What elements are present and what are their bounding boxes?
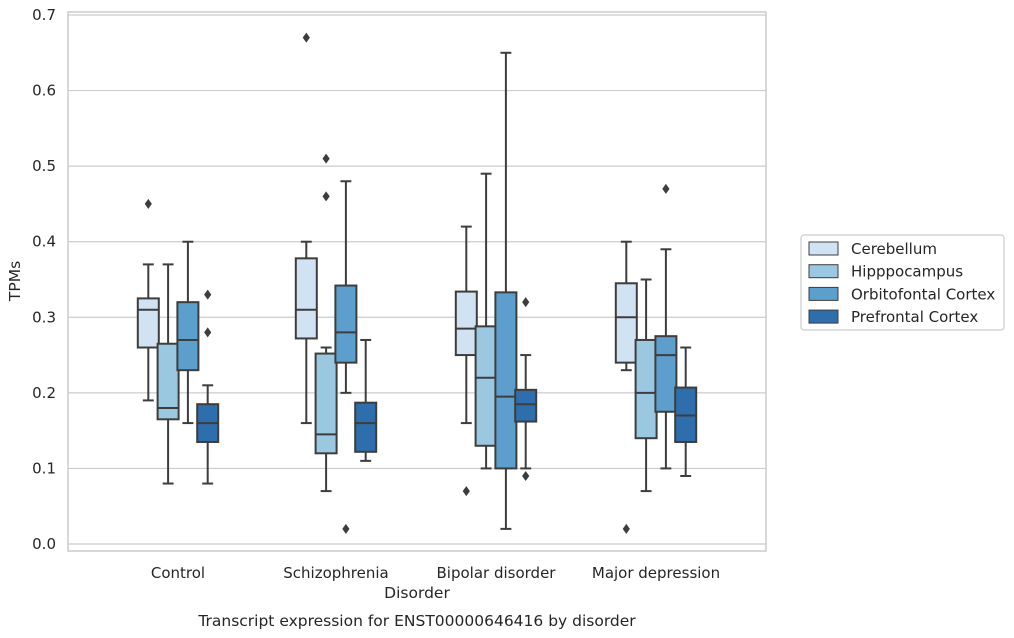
- series-group: [156, 153, 658, 493]
- outlier-point: [522, 297, 530, 308]
- legend-label: Hipppocampus: [851, 263, 963, 281]
- box-plot-item: [634, 278, 658, 493]
- legend-swatch: [808, 241, 839, 256]
- chart-title: Transcript expression for ENST0000064641…: [197, 612, 636, 630]
- box-iqr: [494, 291, 518, 470]
- legend-swatch: [808, 264, 839, 279]
- box-plot-item: [196, 289, 220, 485]
- legend-label: Cerebellum: [851, 240, 937, 258]
- box-iqr: [474, 325, 498, 447]
- box-iqr: [176, 301, 200, 372]
- legend-frame: [800, 234, 1005, 331]
- box-iqr: [634, 338, 658, 440]
- series-group: [176, 51, 678, 534]
- box-plot-item: [156, 263, 180, 485]
- box-iqr: [454, 290, 478, 357]
- x-axis-label: Disorder: [384, 584, 450, 602]
- box-plot-item: [334, 180, 358, 534]
- legend: Cerebellum Hipppocampus Orbitofontal Corte…: [800, 234, 1005, 331]
- outlier-point: [302, 32, 310, 43]
- outlier-point: [522, 470, 530, 481]
- box-plot-item: [614, 240, 638, 534]
- plot-area-frame: [67, 11, 767, 552]
- box-series: [136, 32, 698, 534]
- box-plot-item: [294, 32, 318, 425]
- x-tick-label: Schizophrenia: [283, 564, 388, 582]
- box-plot-item: [354, 338, 378, 462]
- box-iqr: [136, 297, 160, 349]
- outlier-point: [144, 198, 152, 209]
- outlier-point: [342, 523, 350, 534]
- box-iqr: [314, 352, 338, 455]
- y-tick-labels: 0.0 0.1 0.2 0.3 0.4 0.5 0.6 0.7: [32, 6, 56, 553]
- x-tick-labels: Control Schizophrenia Bipolar disorder Majo…: [151, 564, 720, 582]
- y-tick-label: 0.2: [32, 384, 56, 402]
- box-plot-item: [674, 346, 698, 477]
- box-iqr: [294, 257, 318, 340]
- box-plot-item: [514, 297, 538, 481]
- y-tick-label: 0.4: [32, 233, 56, 251]
- outlier-point: [204, 327, 212, 338]
- box-plot-item: [176, 240, 200, 425]
- y-tick-label: 0.1: [32, 459, 56, 477]
- legend-label: Orbitofontal Cortex: [851, 285, 995, 303]
- box-iqr: [334, 284, 358, 364]
- outlier-point: [322, 191, 330, 202]
- series-group: [136, 32, 638, 534]
- outlier-point: [322, 153, 330, 164]
- box-iqr: [514, 388, 538, 423]
- legend-label: Prefrontal Cortex: [851, 308, 978, 326]
- y-axis-label: TPMs: [6, 261, 24, 302]
- y-tick-label: 0.6: [32, 82, 56, 100]
- x-tick-label: Control: [151, 564, 205, 582]
- box-plot-item: [654, 183, 678, 470]
- box-plot-item: [454, 225, 478, 497]
- legend-swatch: [808, 309, 839, 324]
- box-iqr: [354, 401, 378, 453]
- box-iqr: [614, 282, 638, 364]
- box-plot-item: [474, 172, 498, 470]
- box-plot-item: [314, 153, 338, 493]
- box-plot-item: [494, 51, 518, 530]
- box-iqr: [156, 342, 180, 421]
- outlier-point: [204, 289, 212, 300]
- box-plot-item: [136, 198, 160, 402]
- x-tick-label: Bipolar disorder: [437, 564, 557, 582]
- outlier-point: [622, 523, 630, 534]
- series-group: [196, 289, 698, 485]
- outlier-point: [662, 183, 670, 194]
- y-tick-label: 0.7: [32, 6, 56, 24]
- y-tick-label: 0.5: [32, 157, 56, 175]
- box-iqr: [654, 335, 678, 413]
- y-tick-label: 0.3: [32, 308, 56, 326]
- outlier-point: [462, 486, 470, 497]
- y-tick-label: 0.0: [32, 535, 56, 553]
- x-tick-label: Major depression: [592, 564, 720, 582]
- legend-swatch: [808, 286, 839, 301]
